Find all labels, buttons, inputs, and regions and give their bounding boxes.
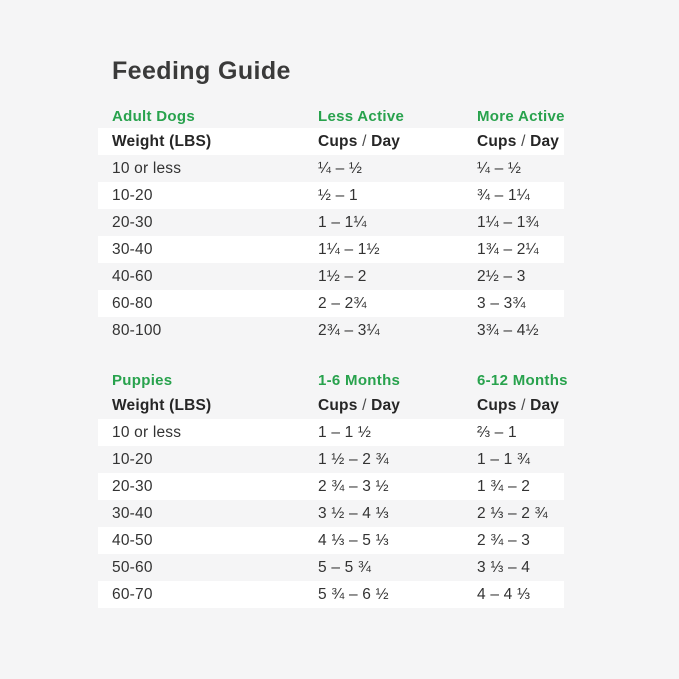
- table-row: 60-80 2 – 2¾ 3 – 3¾: [98, 290, 564, 317]
- table-row: 10-20 1 ½ – 2 ¾ 1 – 1 ¾: [98, 446, 564, 473]
- table-row: 20-30 1 – 1¼ 1¼ – 1¾: [98, 209, 564, 236]
- weight-cell: 50-60: [112, 558, 153, 576]
- cups-1-6-months-cell: 5 ¾ – 6 ½: [318, 585, 389, 603]
- table-row: 10 or less 1 – 1 ½ ⅔ – 1: [98, 419, 564, 446]
- less-active-cups-cell: ½ – 1: [318, 186, 358, 204]
- cups-6-12-months-cell: 2 ¾ – 3: [477, 531, 531, 549]
- adult-dogs-section-header-row: Adult Dogs Less Active More Active: [98, 104, 564, 128]
- weight-cell: 20-30: [112, 477, 153, 495]
- less-active-cups-cell: 1¼ – 1½: [318, 240, 380, 258]
- adult-dogs-table: Adult Dogs Less Active More Active Weigh…: [98, 104, 564, 344]
- feeding-guide-panel: Feeding Guide Adult Dogs Less Active Mor…: [98, 0, 568, 608]
- more-active-cups-cell: 3 – 3¾: [477, 294, 526, 312]
- less-active-cups-cell: 1½ – 2: [318, 267, 367, 285]
- cups-1-6-months-cell: 3 ½ – 4 ⅓: [318, 504, 389, 522]
- table-row: 80-100 2¾ – 3¼ 3¾ – 4½: [98, 317, 564, 344]
- less-active-cups-cell: 2¾ – 3¼: [318, 321, 380, 339]
- table-row: 40-50 4 ⅓ – 5 ⅓ 2 ¾ – 3: [98, 527, 564, 554]
- weight-cell: 20-30: [112, 213, 153, 231]
- table-row: 50-60 5 – 5 ¾ 3 ⅓ – 4: [98, 554, 564, 581]
- weight-cell: 30-40: [112, 240, 153, 258]
- table-row: 40-60 1½ – 2 2½ – 3: [98, 263, 564, 290]
- weight-cell: 40-50: [112, 531, 153, 549]
- more-active-cups-cell: ¼ – ½: [477, 159, 522, 177]
- table-row: 10 or less ¼ – ½ ¼ – ½: [98, 155, 564, 182]
- more-active-cups-cell: 1¾ – 2¼: [477, 240, 539, 258]
- cups-1-6-months-cell: 1 – 1 ½: [318, 423, 372, 441]
- puppies-column-header-row: Weight (LBS) Cups / Day Cups / Day: [98, 392, 564, 419]
- adult-dogs-column-header-row: Weight (LBS) Cups / Day Cups / Day: [98, 128, 564, 155]
- less-active-cups-cell: ¼ – ½: [318, 159, 363, 177]
- weight-cell: 60-80: [112, 294, 153, 312]
- section-label-adult-dogs: Adult Dogs: [112, 107, 195, 125]
- more-active-cups-cell: ¾ – 1¼: [477, 186, 530, 204]
- table-row: 10-20 ½ – 1 ¾ – 1¼: [98, 182, 564, 209]
- weight-cell: 10-20: [112, 186, 153, 204]
- page-title: Feeding Guide: [112, 57, 291, 85]
- less-active-cups-cell: 1 – 1¼: [318, 213, 367, 231]
- puppies-section-header-row: Puppies 1-6 Months 6-12 Months: [98, 368, 568, 392]
- column-group-more-active: More Active: [477, 107, 565, 125]
- cups-6-12-months-cell: 1 – 1 ¾: [477, 450, 531, 468]
- cups-1-6-months-cell: 5 – 5 ¾: [318, 558, 372, 576]
- cups-6-12-months-cell: ⅔ – 1: [477, 423, 517, 441]
- more-active-cups-cell: 3¾ – 4½: [477, 321, 539, 339]
- column-header-weight: Weight (LBS): [112, 132, 212, 150]
- column-group-6-12-months: 6-12 Months: [477, 371, 568, 389]
- weight-cell: 60-70: [112, 585, 153, 603]
- table-row: 30-40 3 ½ – 4 ⅓ 2 ⅓ – 2 ¾: [98, 500, 564, 527]
- weight-cell: 30-40: [112, 504, 153, 522]
- column-header-cups-less-active: Cups / Day: [318, 132, 401, 150]
- table-row: 60-70 5 ¾ – 6 ½ 4 – 4 ⅓: [98, 581, 564, 608]
- weight-cell: 10-20: [112, 450, 153, 468]
- less-active-cups-cell: 2 – 2¾: [318, 294, 367, 312]
- column-header-cups-6-12-months: Cups / Day: [477, 396, 560, 414]
- weight-cell: 80-100: [112, 321, 162, 339]
- puppies-table: Puppies 1-6 Months 6-12 Months Weight (L…: [98, 368, 568, 608]
- table-row: 30-40 1¼ – 1½ 1¾ – 2¼: [98, 236, 564, 263]
- column-header-cups-1-6-months: Cups / Day: [318, 396, 401, 414]
- weight-cell: 10 or less: [112, 423, 182, 441]
- weight-cell: 40-60: [112, 267, 153, 285]
- column-group-less-active: Less Active: [318, 107, 405, 125]
- cups-1-6-months-cell: 2 ¾ – 3 ½: [318, 477, 389, 495]
- weight-cell: 10 or less: [112, 159, 182, 177]
- more-active-cups-cell: 2½ – 3: [477, 267, 526, 285]
- section-label-puppies: Puppies: [112, 371, 173, 389]
- column-group-1-6-months: 1-6 Months: [318, 371, 401, 389]
- table-row: 20-30 2 ¾ – 3 ½ 1 ¾ – 2: [98, 473, 564, 500]
- column-header-cups-more-active: Cups / Day: [477, 132, 560, 150]
- cups-1-6-months-cell: 1 ½ – 2 ¾: [318, 450, 389, 468]
- cups-6-12-months-cell: 1 ¾ – 2: [477, 477, 531, 495]
- column-header-weight: Weight (LBS): [112, 396, 212, 414]
- more-active-cups-cell: 1¼ – 1¾: [477, 213, 539, 231]
- cups-1-6-months-cell: 4 ⅓ – 5 ⅓: [318, 531, 389, 549]
- cups-6-12-months-cell: 4 – 4 ⅓: [477, 585, 531, 603]
- cups-6-12-months-cell: 3 ⅓ – 4: [477, 558, 531, 576]
- cups-6-12-months-cell: 2 ⅓ – 2 ¾: [477, 504, 548, 522]
